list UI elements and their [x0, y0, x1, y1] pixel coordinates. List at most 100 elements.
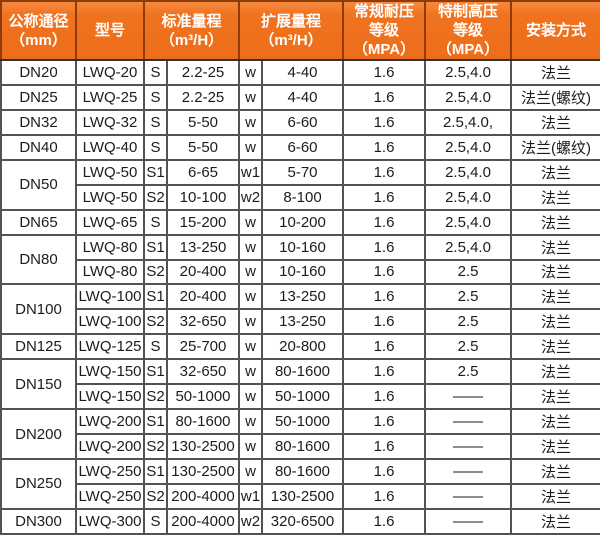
cell-pressure-std: 1.6	[342, 483, 426, 510]
cell-pressure-high: ——	[424, 483, 512, 510]
cell-std-range: 200-4000	[166, 507, 240, 535]
cell-ext-range: 20-800	[261, 333, 344, 361]
cell-ext-code: w1	[238, 158, 263, 186]
header-extended-range: 扩展量程 （m³/H）	[238, 0, 344, 61]
cell-ext-range: 50-1000	[261, 408, 344, 436]
cell-pressure-high: 2.5,4.0	[424, 208, 512, 236]
cell-std-code: S	[143, 108, 168, 136]
cell-model: LWQ-65	[75, 208, 145, 236]
cell-pressure-high: 2.5,4.0	[424, 233, 512, 261]
cell-pressure-std: 1.6	[342, 283, 426, 311]
header-line: 等级（MPA）	[352, 22, 416, 58]
cell-ext-range: 10-200	[261, 208, 344, 236]
cell-ext-code: w	[238, 433, 263, 460]
cell-model: LWQ-150	[75, 383, 145, 411]
header-line: （m³/H）	[159, 31, 224, 49]
table-row: LWQ-200 S2 130-2500 w 80-1600 1.6 —— 法兰	[1, 433, 600, 460]
cell-ext-code: w	[238, 208, 263, 236]
cell-ext-code: w	[238, 333, 263, 361]
cell-pressure-std: 1.6	[342, 408, 426, 436]
cell-pressure-high: 2.5,4.0	[424, 59, 512, 86]
cell-dn: DN50	[0, 158, 77, 211]
cell-std-code: S1	[143, 233, 168, 261]
cell-std-range: 10-100	[166, 184, 240, 211]
cell-std-code: S2	[143, 483, 168, 510]
cell-model: LWQ-250	[75, 458, 145, 485]
table-row: LWQ-150 S2 50-1000 w 50-1000 1.6 —— 法兰	[1, 383, 600, 411]
cell-ext-range: 6-60	[261, 108, 344, 136]
cell-mount: 法兰	[510, 483, 600, 510]
cell-std-code: S2	[143, 383, 168, 411]
cell-pressure-std: 1.6	[342, 158, 426, 186]
cell-ext-code: w	[238, 408, 263, 436]
cell-std-code: S1	[143, 158, 168, 186]
cell-pressure-high: 2.5,4.0,	[424, 108, 512, 136]
cell-std-range: 20-400	[166, 283, 240, 311]
cell-pressure-std: 1.6	[342, 333, 426, 361]
cell-model: LWQ-20	[75, 59, 145, 86]
cell-model: LWQ-150	[75, 358, 145, 386]
cell-dn: DN100	[0, 283, 77, 336]
table-row: DN25 LWQ-25 S 2.2-25 w 4-40 1.6 2.5,4.0 …	[0, 83, 600, 111]
header-line: 公称通径	[8, 12, 69, 30]
cell-pressure-high: 2.5,4.0	[424, 184, 512, 211]
cell-ext-range: 80-1600	[261, 358, 344, 386]
cell-dn: DN80	[0, 233, 77, 286]
cell-ext-code: w	[238, 83, 263, 111]
header-nominal-diameter: 公称通径 （mm）	[0, 0, 77, 61]
table-row: DN250 LWQ-250 S1 130-2500 w 80-1600 1.6 …	[0, 458, 600, 510]
cell-pressure-std: 1.6	[342, 133, 426, 161]
cell-mount: 法兰	[510, 433, 600, 460]
cell-pressure-high: ——	[424, 433, 512, 460]
header-standard-range: 标准量程 （m³/H）	[143, 0, 240, 61]
header-line: 等级（MPA）	[436, 22, 500, 58]
cell-pressure-high: 2.5	[424, 333, 512, 361]
cell-model: LWQ-200	[75, 433, 145, 460]
cell-ext-range: 130-2500	[261, 483, 344, 510]
cell-pressure-std: 1.6	[342, 458, 426, 485]
cell-std-code: S2	[143, 259, 168, 286]
cell-model: LWQ-200	[75, 408, 145, 436]
cell-ext-range: 5-70	[261, 158, 344, 186]
header-row: 公称通径 （mm） 型号 标准量程 （m³/H） 扩展量程 （m³/H） 常规耐…	[0, 0, 600, 61]
cell-model: LWQ-32	[75, 108, 145, 136]
header-line: 扩展量程	[260, 12, 321, 30]
cell-ext-code: w	[238, 383, 263, 411]
cell-ext-range: 80-1600	[261, 433, 344, 460]
cell-model: LWQ-25	[75, 83, 145, 111]
cell-dn: DN25	[0, 83, 77, 111]
table-row: DN80 LWQ-80 S1 13-250 w 10-160 1.6 2.5,4…	[0, 233, 600, 286]
cell-pressure-std: 1.6	[342, 208, 426, 236]
table-row: LWQ-50 S2 10-100 w2 8-100 1.6 2.5,4.0 法兰	[1, 184, 600, 211]
cell-std-code: S	[143, 208, 168, 236]
header-line: 安装方式	[525, 22, 586, 39]
cell-std-code: S	[143, 59, 168, 86]
table-row: DN50 LWQ-50 S1 6-65 w1 5-70 1.6 2.5,4.0 …	[0, 158, 600, 211]
cell-dn: DN65	[0, 208, 77, 236]
cell-pressure-std: 1.6	[342, 507, 426, 535]
cell-mount: 法兰	[510, 59, 600, 86]
table-row: DN150 LWQ-150 S1 32-650 w 80-1600 1.6 2.…	[0, 358, 600, 411]
cell-model: LWQ-80	[75, 233, 145, 261]
cell-pressure-high: 2.5,4.0	[424, 158, 512, 186]
header-installation: 安装方式	[510, 0, 600, 61]
cell-pressure-std: 1.6	[342, 83, 426, 111]
cell-std-code: S1	[143, 283, 168, 311]
cell-dn: DN125	[0, 333, 77, 361]
cell-model: LWQ-80	[75, 259, 145, 286]
cell-mount: 法兰	[510, 383, 600, 411]
cell-mount: 法兰	[510, 108, 600, 136]
cell-std-range: 80-1600	[166, 408, 240, 436]
cell-ext-code: w	[238, 283, 263, 311]
cell-ext-range: 6-60	[261, 133, 344, 161]
cell-std-range: 2.2-25	[166, 59, 240, 86]
cell-std-range: 32-650	[166, 358, 240, 386]
cell-ext-range: 80-1600	[261, 458, 344, 485]
cell-std-range: 5-50	[166, 108, 240, 136]
cell-model: LWQ-50	[75, 184, 145, 211]
cell-pressure-std: 1.6	[342, 184, 426, 211]
cell-ext-code: w2	[238, 507, 263, 535]
cell-ext-code: w1	[238, 483, 263, 510]
cell-model: LWQ-40	[75, 133, 145, 161]
cell-model: LWQ-300	[75, 507, 145, 535]
